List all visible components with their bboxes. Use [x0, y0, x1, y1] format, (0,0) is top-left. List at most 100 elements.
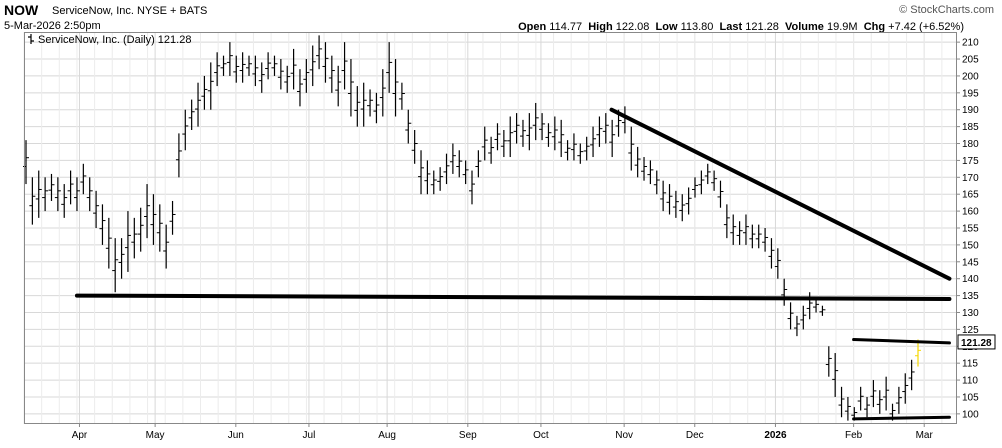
price-bar: [570, 133, 577, 161]
price-stats: Open 114.77 High 122.08 Low 113.80 Last …: [518, 21, 964, 33]
x-tick-label: Nov: [615, 430, 633, 441]
y-tick-label: 155: [962, 224, 979, 235]
price-bar: [29, 177, 36, 225]
price-bar: [296, 69, 303, 107]
last-price-tag: 121.28: [957, 334, 996, 350]
x-tick-label: May: [146, 430, 165, 441]
open-value: 114.77: [549, 21, 583, 33]
price-bar: [341, 42, 348, 90]
price-bar: [539, 113, 546, 141]
y-tick-label: 180: [962, 139, 979, 150]
price-bar: [768, 238, 775, 269]
ticker-symbol: NOW: [4, 2, 39, 18]
x-tick-label: Sep: [459, 430, 477, 441]
price-bar: [48, 173, 55, 201]
y-tick-label: 185: [962, 122, 979, 133]
chg-value: +7.42 (+6.52%): [888, 21, 964, 33]
price-bar: [233, 55, 240, 83]
price-bar: [660, 180, 667, 212]
x-tick-label: Feb: [845, 430, 863, 441]
price-bar: [258, 62, 265, 93]
last-label: Last: [719, 21, 743, 33]
price-bar: [322, 42, 329, 83]
price-bar: [494, 123, 501, 151]
price-bar: [711, 170, 718, 191]
price-bar: [895, 386, 902, 414]
y-tick-label: 150: [962, 240, 979, 251]
last-value: 121.28: [745, 21, 779, 33]
low-value: 113.80: [680, 21, 714, 33]
y-tick-label: 210: [962, 38, 979, 49]
price-bar: [284, 65, 291, 93]
price-bar: [762, 228, 769, 252]
price-bar: [844, 396, 851, 421]
open-label: Open: [518, 21, 547, 33]
price-bar: [430, 170, 437, 195]
price-bar: [379, 69, 386, 117]
price-bar: [449, 143, 456, 174]
price-bar: [908, 359, 915, 391]
company-name: ServiceNow, Inc. NYSE + BATS: [52, 5, 208, 17]
y-tick-label: 110: [962, 376, 978, 387]
price-bar: [500, 130, 507, 158]
volume-value: 19.9M: [827, 21, 858, 33]
price-bar: [679, 194, 686, 222]
price-bar: [519, 119, 526, 147]
stockcharts-credit[interactable]: © StockCharts.com: [899, 4, 994, 16]
price-bar: [596, 116, 603, 147]
y-tick-label: 115: [962, 359, 978, 370]
price-bar: [226, 42, 233, 76]
price-bar: [641, 157, 648, 181]
price-bar: [118, 238, 125, 279]
price-bar: [195, 82, 202, 127]
x-tick-label: Mar: [916, 430, 934, 441]
price-bar: [367, 89, 374, 117]
price-bar: [328, 55, 335, 93]
price-bar: [373, 92, 380, 124]
price-bar: [67, 170, 74, 205]
ohlc-bars: [23, 35, 921, 421]
price-bar: [271, 55, 278, 76]
y-tick-label: 165: [962, 190, 979, 201]
price-bar: [175, 133, 182, 178]
price-bar: [730, 214, 737, 245]
price-bar: [405, 109, 412, 144]
range-bottom-line: [852, 415, 951, 421]
y-tick-label: 175: [962, 156, 979, 167]
price-bar: [717, 180, 724, 208]
x-tick-label: Jun: [228, 430, 244, 441]
price-bar: [602, 113, 609, 144]
y-tick-label: 130: [962, 308, 979, 319]
price-bar: [672, 190, 679, 218]
price-bar: [169, 200, 176, 235]
x-tick-label: Dec: [686, 430, 704, 441]
price-bar: [303, 59, 310, 93]
price-bar: [112, 238, 119, 293]
price-bar: [182, 109, 189, 151]
price-bar: [392, 59, 399, 117]
price-bar: [290, 48, 297, 90]
price-bar: [564, 140, 571, 161]
price-bar: [144, 184, 151, 239]
price-bar: [86, 177, 93, 212]
price-bar: [551, 116, 558, 151]
price-bar: [150, 194, 157, 245]
price-bar: [456, 150, 463, 178]
downtrend-line: [609, 107, 952, 281]
price-bar: [105, 217, 112, 269]
price-bar: [93, 190, 100, 228]
price-bar: [73, 177, 80, 212]
high-value: 122.08: [615, 21, 650, 33]
price-bar: [488, 136, 495, 164]
price-bar: [813, 298, 820, 313]
y-tick-label: 125: [962, 325, 979, 336]
price-bar: [742, 214, 749, 245]
last-price-label: 121.28: [961, 338, 992, 349]
price-bar: [577, 143, 584, 164]
y-tick-label: 190: [962, 105, 979, 116]
low-label: Low: [655, 21, 678, 33]
y-tick-label: 105: [962, 392, 979, 403]
price-bar: [698, 170, 705, 195]
price-bar: [787, 302, 794, 330]
